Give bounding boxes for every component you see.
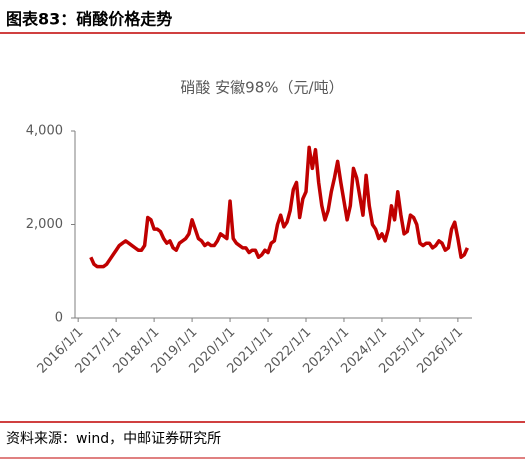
price-line <box>89 145 469 269</box>
y-tick-label: 2,000 <box>26 217 63 232</box>
y-tick-label: 0 <box>55 311 63 326</box>
footer-source: 资料来源：wind，中邮证券研究所 <box>6 431 221 447</box>
header-title: 图表83：硝酸价格走势 <box>6 10 172 29</box>
y-tick-label: 4,000 <box>26 124 63 139</box>
chart-title: 硝酸 安徽98%（元/吨） <box>180 79 343 97</box>
